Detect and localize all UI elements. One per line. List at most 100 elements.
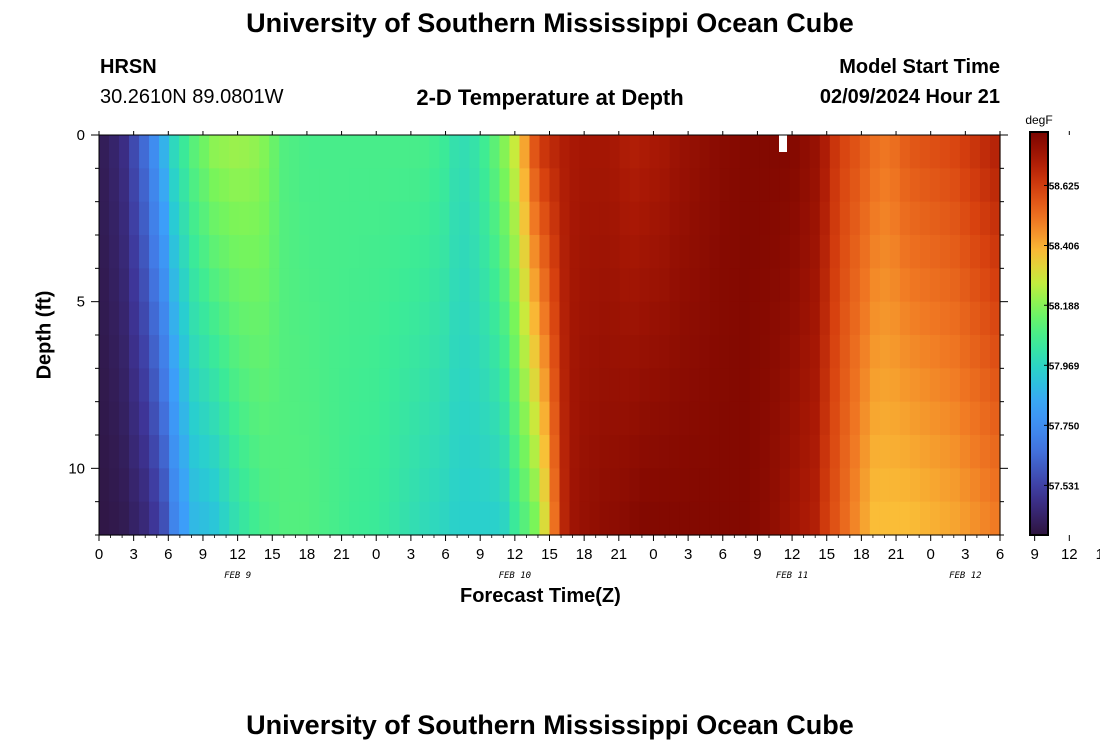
x-tick-label: 12 (229, 546, 246, 563)
heatmap-cell (419, 268, 430, 303)
heatmap-cell (789, 135, 801, 169)
heatmap-cell (659, 235, 671, 269)
heatmap-cell (639, 368, 651, 403)
heatmap-cell (449, 168, 460, 203)
x-tick-label: 0 (649, 546, 657, 563)
heatmap-cell (259, 168, 270, 203)
heatmap-cell (189, 435, 200, 469)
heatmap-cell (869, 135, 881, 169)
heatmap-cell (259, 435, 270, 469)
heatmap-cell (799, 168, 811, 203)
missing-data-marker (779, 135, 787, 152)
heatmap-cell (929, 168, 941, 203)
heatmap-cell (199, 401, 210, 436)
heatmap-cell (679, 201, 691, 236)
heatmap-cell (809, 301, 821, 336)
heatmap-cell (279, 335, 290, 369)
heatmap-cell (799, 401, 811, 436)
heatmap-cell (789, 401, 801, 436)
heatmap-cell (939, 268, 951, 303)
heatmap-cell (379, 235, 390, 269)
heatmap-cell (749, 368, 761, 403)
heatmap-cell (549, 135, 561, 169)
heatmap-cell (949, 435, 961, 469)
heatmap-cell (269, 201, 280, 236)
heatmap-cell (959, 135, 971, 169)
heatmap-cell (369, 268, 380, 303)
heatmap-cell (289, 335, 300, 369)
heatmap-cell (639, 501, 651, 536)
heatmap-cell (619, 268, 631, 303)
colorbar: degF 58.625 58.406 58.188 57.969 57.750 57.531 (1025, 113, 1080, 536)
heatmap-cell (759, 301, 771, 336)
heatmap-cell (629, 235, 641, 269)
heatmap-cell (359, 268, 370, 303)
heatmap-cell (949, 168, 961, 203)
heatmap-cell (649, 335, 661, 369)
heatmap-cell (409, 201, 420, 236)
heatmap-cell (879, 435, 891, 469)
heatmap-cell (979, 501, 991, 536)
heatmap-cell (549, 501, 561, 536)
heatmap-cell (449, 268, 460, 303)
x-tick-label: 6 (996, 546, 1004, 563)
heatmap-cell (339, 168, 350, 203)
x-tick-label: 21 (888, 546, 905, 563)
heatmap-cell (189, 201, 200, 236)
heatmap-cell (519, 435, 531, 469)
heatmap-cell (859, 301, 871, 336)
heatmap-cell (799, 235, 811, 269)
heatmap-cell (549, 235, 561, 269)
heatmap-cell (629, 435, 641, 469)
heatmap-cell (809, 201, 821, 236)
heatmap-cell (409, 368, 420, 403)
x-tick-label: 3 (961, 546, 969, 563)
heatmap-cell (879, 201, 891, 236)
heatmap-cell (599, 135, 611, 169)
heatmap-cell (909, 435, 921, 469)
heatmap-cell (349, 168, 360, 203)
heatmap-cell (809, 168, 821, 203)
heatmap-cell (419, 201, 430, 236)
heatmap-cell (169, 201, 180, 236)
heatmap-cells (99, 135, 1001, 536)
heatmap-cell (259, 268, 270, 303)
heatmap-cell (419, 501, 430, 536)
heatmap-cell (619, 201, 631, 236)
heatmap-cell (719, 268, 731, 303)
page-title: University of Southern Mississippi Ocean… (246, 8, 854, 38)
heatmap-cell (989, 268, 1001, 303)
heatmap-cell (859, 368, 871, 403)
heatmap-cell (159, 201, 170, 236)
heatmap-cell (379, 368, 390, 403)
heatmap-cell (419, 168, 430, 203)
heatmap-cell (989, 135, 1001, 169)
heatmap-cell (859, 201, 871, 236)
heatmap-cell (159, 468, 170, 503)
x-tick-label: 6 (719, 546, 727, 563)
heatmap-cell (909, 401, 921, 436)
heatmap-cell (719, 301, 731, 336)
heatmap-cell (439, 468, 450, 503)
heatmap-cell (579, 235, 591, 269)
heatmap-cell (259, 335, 270, 369)
heatmap-cell (659, 368, 671, 403)
heatmap-cell (879, 401, 891, 436)
heatmap-cell (739, 468, 751, 503)
heatmap-cell (739, 135, 751, 169)
heatmap-cell (809, 135, 821, 169)
heatmap-cell (219, 235, 230, 269)
heatmap-cell (809, 368, 821, 403)
heatmap-cell (329, 301, 340, 336)
heatmap-cell (429, 468, 440, 503)
heatmap-cell (159, 435, 170, 469)
heatmap-cell (229, 335, 240, 369)
heatmap-cell (939, 435, 951, 469)
date-label: FEB 11 (776, 571, 809, 581)
heatmap-cell (129, 301, 140, 336)
heatmap-cell (799, 368, 811, 403)
heatmap-cell (949, 268, 961, 303)
heatmap-cell (689, 168, 701, 203)
heatmap-cell (399, 501, 410, 536)
heatmap-cell (309, 235, 320, 269)
